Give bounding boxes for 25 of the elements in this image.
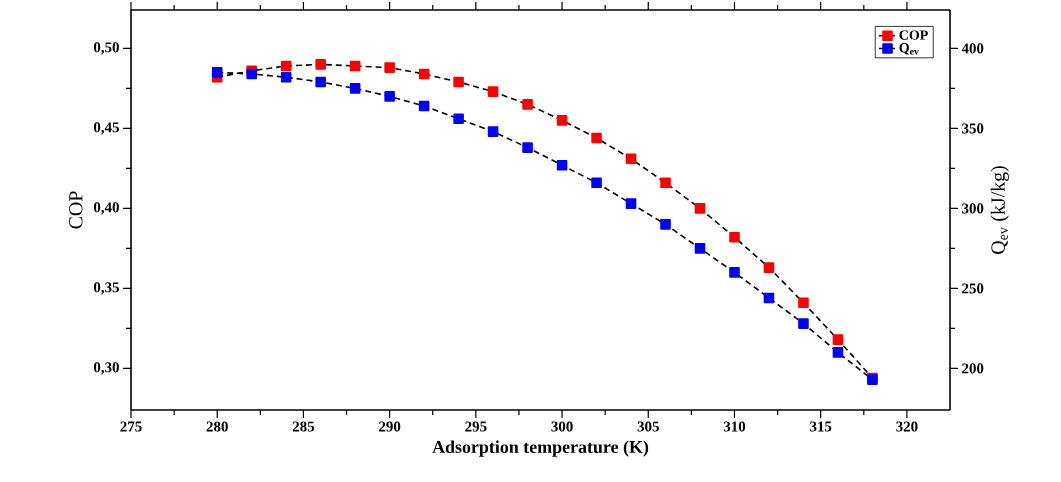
x-axis-title: Adsorption temperature (K) (432, 440, 649, 457)
y-tick-label: 0,40 (93, 202, 119, 215)
x-tick-label: 305 (637, 421, 659, 432)
x-tick-label: 300 (551, 421, 573, 432)
legend-label: COP (899, 30, 928, 40)
legend-label: Q$_{ev}$ (899, 43, 919, 55)
x-tick-label: 320 (896, 421, 918, 432)
y2-axis-title: Q$_{ev}$ (kJ/kg) (990, 166, 1009, 254)
x-tick-label: 285 (292, 421, 315, 432)
y-tick-label: 0,50 (93, 42, 119, 55)
y-tick-label: 0,35 (93, 282, 119, 295)
x-tick-label: 310 (723, 421, 746, 432)
x-tick-label: 315 (810, 421, 832, 432)
y-axis-title: COP (69, 191, 83, 229)
x-tick-label: 275 (120, 421, 142, 432)
y-tick-label: 0,45 (93, 122, 119, 135)
y2-tick-label: 350 (962, 123, 984, 134)
x-tick-label: 280 (206, 421, 228, 432)
x-tick-label: 290 (379, 421, 401, 432)
y2-tick-label: 300 (962, 203, 984, 214)
x-tick-label: 295 (465, 421, 487, 432)
y2-tick-label: 250 (962, 283, 984, 294)
y2-tick-label: 200 (962, 363, 984, 374)
y-tick-label: 0,30 (93, 362, 119, 375)
y2-tick-label: 400 (961, 43, 984, 54)
